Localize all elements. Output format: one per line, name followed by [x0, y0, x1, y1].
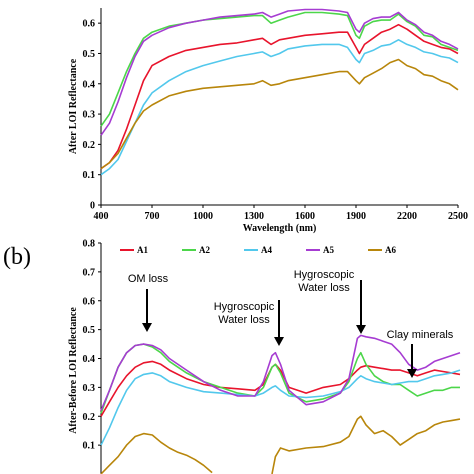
- series-line-A5: [100, 8, 459, 136]
- annotation-text: Hygroscopic: [214, 301, 275, 313]
- x-tick-label: 1300: [244, 211, 264, 222]
- series-line-A1: [100, 360, 461, 417]
- x-axis-title: Wavelength (nm): [243, 223, 317, 234]
- series-line-A2: [100, 343, 460, 414]
- series-line-A5: [100, 334, 461, 411]
- x-tick-label: 2500: [448, 211, 468, 222]
- y-tick-label: 0.6: [83, 296, 96, 307]
- y-tick-label: 0.4: [83, 354, 96, 365]
- y-tick-label: 0.8: [83, 239, 96, 250]
- x-tick-label: 700: [145, 211, 160, 222]
- legend-label-A1: A1: [137, 245, 148, 255]
- y-tick-label: 0.5: [83, 49, 96, 60]
- annotation-text: OM loss: [128, 273, 169, 285]
- series-line-A4: [100, 39, 459, 176]
- annotation-text: Clay minerals: [387, 329, 454, 341]
- chart-panel-a: 0 0.1 0.2 0.3 0.4 0.5 0.6 400 700 1000 1300 1600 190…: [68, 8, 468, 234]
- x-tick-label: 2200: [397, 211, 417, 222]
- x-tick-label: 400: [94, 211, 109, 222]
- series-line-A1: [100, 23, 459, 170]
- y-axis-title: After-Before LOI Reflectance: [68, 307, 79, 434]
- annotation-text: Hygroscopic: [294, 269, 355, 281]
- chart-panel-b: 0.1 0.2 0.3 0.4 0.5 0.6 0.7 0.8 After-Before LOI…: [68, 239, 461, 474]
- legend-label-A2: A2: [199, 245, 210, 255]
- y-tick-label: 0: [90, 201, 95, 212]
- series-line-A2: [100, 11, 459, 127]
- annotation-arrow-head: [356, 325, 366, 334]
- legend-label-A6: A6: [385, 245, 396, 255]
- x-tick-label: 1600: [295, 211, 315, 222]
- series-line-A6: [271, 415, 461, 474]
- y-tick-label: 0.3: [83, 110, 96, 121]
- y-axis-title: After LOI Reflectance: [68, 58, 79, 154]
- y-tick-label: 0.1: [83, 170, 96, 181]
- annotation-text: Water loss: [298, 282, 350, 294]
- annotation-arrow-head: [407, 369, 417, 378]
- y-tick-label: 0.6: [83, 19, 96, 30]
- y-tick-label: 0.2: [83, 140, 96, 151]
- y-tick-label: 0.5: [83, 325, 96, 336]
- annotation-text: Water loss: [218, 314, 270, 326]
- annotation-arrow-head: [274, 337, 284, 346]
- x-tick-label: 1000: [193, 211, 213, 222]
- y-tick-label: 0.4: [83, 79, 96, 90]
- y-tick-label: 0.1: [83, 441, 96, 452]
- legend-label-A5: A5: [323, 245, 334, 255]
- legend-label-A4: A4: [261, 245, 272, 255]
- series-line-A6: [100, 58, 459, 170]
- series-line-A4: [100, 369, 461, 446]
- annotation-arrow-head: [142, 323, 152, 332]
- panel-label-b: (b): [3, 244, 31, 270]
- y-tick-label: 0.7: [83, 267, 96, 278]
- x-tick-label: 1900: [346, 211, 366, 222]
- y-tick-label: 0.3: [83, 383, 96, 394]
- y-tick-label: 0.2: [83, 412, 96, 423]
- series-line-A6: [100, 432, 213, 474]
